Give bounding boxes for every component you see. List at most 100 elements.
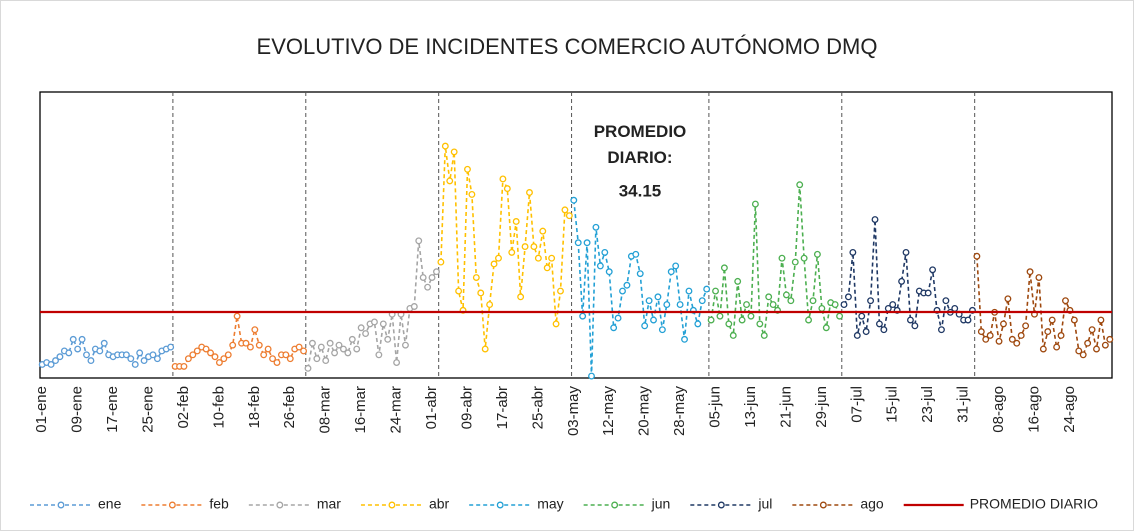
data-point [100, 339, 108, 347]
data-point [570, 196, 578, 204]
data-point [942, 297, 950, 305]
data-point [548, 254, 556, 262]
data-point [402, 341, 409, 349]
data-point [610, 324, 618, 332]
data-point [840, 301, 848, 309]
data-point [353, 345, 361, 353]
data-point [756, 320, 764, 328]
data-point [977, 328, 985, 336]
series [973, 252, 1114, 359]
legend-label: mar [317, 496, 341, 512]
data-point [818, 304, 826, 312]
x-tick-label: 26-feb [281, 386, 298, 429]
data-point [938, 326, 945, 334]
data-point [517, 293, 525, 301]
data-point [264, 345, 272, 353]
x-tick-label: 12-may [600, 386, 617, 437]
data-point [202, 345, 210, 353]
data-point [632, 250, 640, 258]
x-tick-label: 29-jun [813, 386, 830, 428]
data-point [1097, 316, 1105, 324]
data-point [450, 148, 458, 156]
x-tick-label: 20-may [636, 386, 653, 437]
legend-marker [611, 501, 619, 509]
data-point [1084, 339, 1092, 347]
data-point [716, 312, 724, 320]
data-point [357, 324, 365, 332]
data-point [822, 324, 830, 332]
data-point [1048, 316, 1056, 324]
data-point [233, 312, 241, 320]
data-point [472, 274, 480, 281]
data-point [645, 297, 653, 305]
data-point [149, 351, 157, 359]
data-point [778, 254, 786, 262]
x-tick-label: 02-feb [175, 386, 192, 429]
data-point [871, 216, 879, 223]
data-point [574, 239, 582, 247]
data-point [193, 347, 201, 355]
plot-area [39, 91, 1113, 379]
data-point [760, 332, 768, 339]
x-tick-label: 05-jun [707, 386, 724, 428]
data-point [495, 254, 502, 262]
data-point [769, 301, 777, 309]
data-point [286, 355, 294, 363]
data-point [1075, 347, 1083, 355]
data-point [1101, 341, 1109, 349]
annotation-value: 34.15 [619, 181, 662, 200]
data-point [52, 357, 59, 365]
data-point [242, 339, 250, 347]
data-point [1008, 335, 1016, 343]
data-point [437, 258, 445, 266]
data-point [1062, 297, 1069, 305]
data-point [534, 254, 542, 262]
series [38, 335, 175, 368]
data-point [725, 320, 733, 328]
data-point [331, 349, 339, 357]
data-point [557, 287, 564, 295]
data-point [902, 248, 910, 256]
data-point [707, 316, 715, 324]
data-point [512, 218, 520, 225]
data-point [641, 322, 649, 330]
data-point [464, 165, 471, 173]
legend-marker [496, 501, 504, 509]
data-point [220, 355, 228, 363]
data-point [1057, 332, 1065, 339]
legend-label: ago [860, 496, 884, 512]
legend-marker [717, 501, 725, 509]
data-point [552, 320, 560, 328]
data-point [1093, 345, 1100, 353]
data-point [844, 293, 852, 301]
data-point [712, 287, 719, 295]
x-tick-label: 09-abr [458, 386, 475, 429]
data-point [127, 355, 135, 363]
data-point [800, 254, 808, 262]
data-point [853, 332, 861, 339]
data-point [982, 335, 990, 343]
data-point [526, 189, 533, 196]
data-point [335, 341, 343, 349]
data-point [379, 320, 387, 328]
data-point [1039, 345, 1047, 353]
data-point [87, 357, 95, 365]
data-point [122, 351, 130, 359]
data-point [929, 266, 937, 274]
data-point [924, 289, 932, 297]
data-point [131, 361, 139, 368]
data-point [973, 252, 981, 260]
legend-marker [168, 501, 176, 509]
data-point [703, 285, 711, 293]
data-point [189, 351, 197, 359]
data-point [69, 335, 77, 343]
data-point [344, 349, 352, 357]
data-point [765, 293, 773, 301]
data-point [605, 268, 613, 276]
legend-label: PROMEDIO DIARIO [970, 496, 1098, 512]
data-point [477, 289, 485, 297]
data-point [74, 345, 82, 353]
data-point [184, 355, 192, 363]
